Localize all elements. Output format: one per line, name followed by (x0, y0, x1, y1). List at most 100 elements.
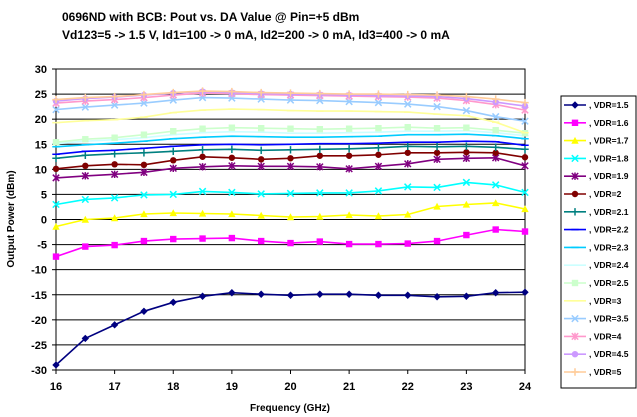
data-point (170, 157, 177, 164)
data-point (52, 165, 60, 173)
legend-item: , VDR=2.1 (564, 207, 629, 217)
data-point (404, 100, 412, 108)
legend-item: , VDR=1.6 (564, 118, 629, 128)
data-point (286, 89, 295, 97)
legend-item: , VDR=4 (564, 331, 622, 341)
data-point (52, 105, 60, 114)
data-point (110, 92, 119, 101)
data-point (52, 361, 60, 369)
data-point (111, 134, 118, 141)
data-point (257, 124, 265, 132)
x-tick-label: 16 (50, 381, 62, 393)
data-point (169, 190, 177, 199)
legend-swatch-marker (571, 172, 579, 180)
data-point (433, 155, 441, 164)
data-point (492, 149, 499, 156)
series-3 (52, 178, 529, 209)
data-point (228, 210, 236, 218)
data-point (345, 189, 353, 197)
data-point (316, 290, 324, 298)
legend-swatch-marker (571, 208, 579, 216)
data-point (521, 154, 529, 161)
data-point (169, 164, 177, 173)
data-point (110, 214, 119, 222)
data-point (257, 211, 265, 219)
data-point (140, 237, 148, 245)
legend-item: , VDR=3.5 (564, 314, 629, 324)
data-point (81, 103, 90, 111)
y-tick-label: -5 (37, 240, 47, 252)
data-point (433, 202, 441, 210)
data-point (462, 92, 471, 101)
data-point (257, 190, 265, 198)
legend-swatch-marker (571, 314, 579, 323)
data-point (140, 191, 148, 199)
data-point (491, 112, 500, 121)
x-tick-labels: 16 17 18 19 20 21 22 23 24 (50, 381, 532, 393)
data-point (81, 215, 90, 223)
data-point (228, 234, 236, 242)
data-point (198, 187, 207, 196)
data-point (433, 124, 441, 132)
legend-label: , VDR=2.2 (589, 225, 629, 235)
data-point (462, 178, 471, 187)
legend-item: , VDR=1.5 (564, 100, 629, 110)
legend-swatch-marker (571, 368, 579, 376)
series-1 (52, 226, 529, 260)
data-point (52, 200, 60, 209)
data-point (521, 98, 529, 107)
y-tick-label: -10 (31, 265, 47, 277)
data-point (404, 149, 411, 156)
legend-item: , VDR=2.4 (564, 260, 629, 270)
y-tick-label: 20 (35, 114, 47, 126)
data-point (286, 189, 295, 198)
data-point (374, 98, 383, 107)
legend-item: , VDR=2 (564, 189, 622, 199)
data-point (316, 163, 324, 171)
legend-item: , VDR=1.7 (564, 136, 629, 146)
data-point (521, 162, 529, 170)
data-point (52, 174, 60, 182)
chart-title: 0696ND with BCB: Pout vs. DA Value @ Pin… (62, 10, 359, 24)
data-point (375, 151, 382, 158)
data-point (287, 125, 294, 132)
legend-swatch-marker (571, 351, 579, 358)
legend-label: , VDR=3.5 (589, 314, 629, 324)
series-2 (52, 199, 529, 230)
data-point (491, 199, 500, 207)
data-point (433, 102, 441, 111)
data-point (111, 241, 118, 249)
legend-item: , VDR=5 (564, 367, 622, 377)
chart-subtitle: Vd123=5 -> 1.5 V, Id1=100 -> 0 mA, Id2=2… (62, 28, 450, 42)
x-tick-label: 23 (460, 381, 472, 393)
y-tick-label: 10 (35, 164, 47, 176)
data-point (286, 162, 295, 171)
data-point (433, 91, 441, 99)
data-point (110, 150, 119, 158)
data-point (345, 211, 353, 219)
data-point (463, 231, 470, 239)
data-point (52, 253, 60, 260)
data-point (521, 188, 529, 197)
data-point (228, 188, 236, 197)
data-point (345, 152, 353, 159)
legend-label: , VDR=2.3 (589, 242, 629, 252)
y-tick-labels: 30 25 20 15 10 5 0 -5 -10 -15 -20 -25 -30 (31, 64, 47, 377)
data-point (491, 289, 500, 297)
data-point (521, 145, 529, 153)
data-point (140, 161, 148, 169)
data-point (82, 162, 89, 170)
data-point (374, 162, 383, 171)
data-point (257, 162, 265, 171)
series-7 (52, 140, 529, 156)
data-point (316, 189, 324, 197)
data-point (462, 154, 471, 163)
legend-swatch-marker (571, 136, 579, 144)
data-point (462, 106, 471, 115)
legend-label: , VDR=5 (589, 367, 622, 377)
data-point (52, 95, 60, 104)
legend-label: , VDR=1.6 (589, 118, 629, 128)
legend-item: , VDR=2.5 (564, 278, 629, 288)
legend-item: , VDR=3 (564, 296, 622, 306)
data-point (140, 307, 148, 316)
